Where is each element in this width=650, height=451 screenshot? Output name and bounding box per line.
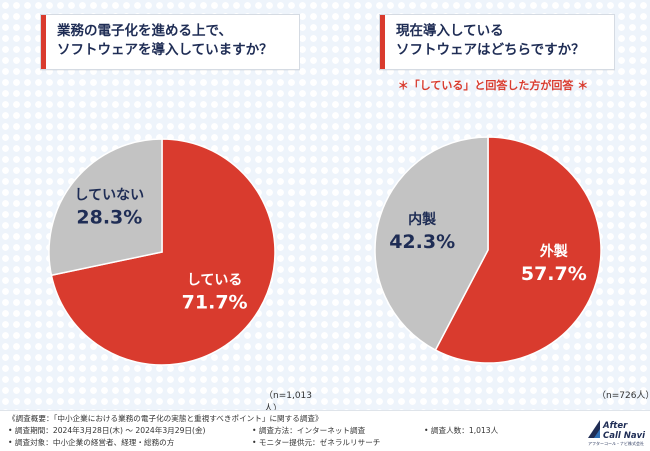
survey-footer: 《調査概要：「中小企業における業務の電子化の実態と重視すべきポイント」に関する調… [0,410,650,451]
survey-method: • 調査方法：インターネット調査 [252,426,366,435]
question-title-line: 現在導入している [396,23,504,39]
slice-value: 28.3% [76,206,142,228]
panel-software-adoption: 業務の電子化を進める上で、 ソフトウェアを導入していますか？ している 71.7%… [0,0,325,414]
pie-slice [50,138,276,366]
slice-value: 57.7% [521,263,587,285]
question-box: 現在導入している ソフトウェアはどちらですか？ [379,14,615,70]
logo-word: After [602,421,628,431]
question-title-line: 業務の電子化を進める上で、 [57,23,232,39]
question-accent-bar [380,15,385,69]
pie-slice [374,136,489,352]
slice-label: 内製 [408,211,436,228]
logo-company: アフターコール・ナビ株式会社 [588,440,644,446]
slice-label: している [187,273,243,289]
question-title: 現在導入している ソフトウェアはどちらですか？ [396,22,608,60]
slice-label: 外製 [540,243,568,260]
survey-count: • 調査人数：1,013人 [424,426,499,435]
slice-label: していない [75,187,145,203]
survey-provider: • モニター提供元：ゼネラルリサーチ [252,438,381,447]
slice-value: 71.7% [182,292,248,314]
slice-value: 42.3% [389,231,455,253]
survey-target: • 調査対象：中小企業の経営者、経理・総務の方 [8,438,175,447]
question-title-line: ソフトウェアはどちらですか？ [396,42,585,58]
sample-size: （n=1,013人） [264,391,313,414]
pie-slice [48,138,163,277]
pie-chart-adoption: している 71.7% していない 28.3% [48,138,276,366]
question-accent-bar [41,15,46,69]
logo-word: Call Navi [603,431,646,441]
question-title-line: ソフトウェアを導入していますか？ [57,42,273,58]
respondent-note: ＊「している」と回答した方が回答 ＊ [397,79,589,92]
panel-software-type: 現在導入している ソフトウェアはどちらですか？ ＊「している」と回答した方が回答… [325,0,650,410]
survey-outline: 《調査概要：「中小企業における業務の電子化の実態と重視すべきポイント」に関する調… [8,414,323,423]
sample-size: （n=726人） [597,391,650,401]
question-box: 業務の電子化を進める上で、 ソフトウェアを導入していますか？ [40,14,300,70]
pie-slice [434,136,602,364]
pie-chart-software-type: 外製 57.7% 内製 42.3% [374,136,602,364]
survey-period: • 調査期間：2024年3月28日(木) 〜 2024年3月29日(金) [8,426,206,435]
question-title: 業務の電子化を進める上で、 ソフトウェアを導入していますか？ [57,22,293,60]
aftercall-navi-logo: After Call Navi アフターコール・ナビ株式会社 [588,420,646,446]
